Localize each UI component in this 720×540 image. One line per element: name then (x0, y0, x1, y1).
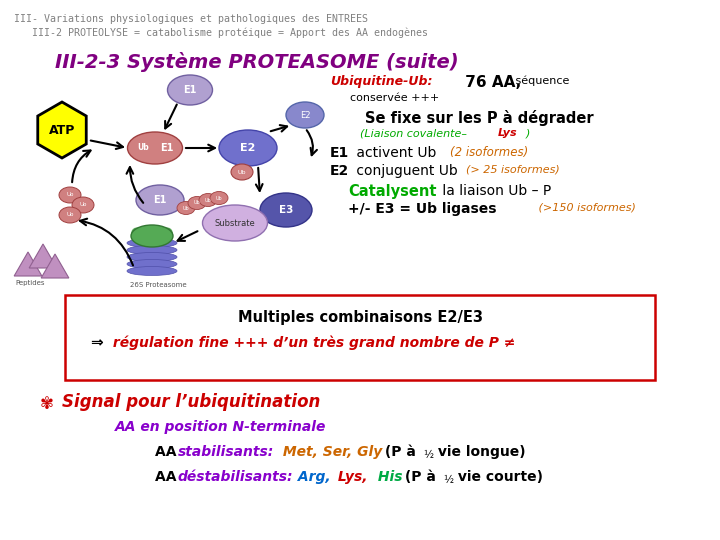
Ellipse shape (59, 187, 81, 203)
Text: (>150 isoformes): (>150 isoformes) (535, 202, 636, 212)
Ellipse shape (177, 201, 195, 214)
Text: conservée +++: conservée +++ (350, 93, 439, 103)
Text: Ub: Ub (238, 170, 246, 174)
Text: (> 25 isoformes): (> 25 isoformes) (466, 164, 559, 174)
Text: Signal pour l’ubiquitination: Signal pour l’ubiquitination (62, 393, 320, 411)
Text: +/- E3 = Ub ligases: +/- E3 = Ub ligases (348, 202, 497, 216)
Text: (Liaison covalente–: (Liaison covalente– (360, 128, 467, 138)
Text: activent Ub: activent Ub (352, 146, 441, 160)
Ellipse shape (286, 102, 324, 128)
Text: E1: E1 (330, 146, 349, 160)
Ellipse shape (202, 205, 268, 241)
Text: Peptides: Peptides (15, 280, 45, 286)
Text: Multiples combinaisons E2/E3: Multiples combinaisons E2/E3 (238, 310, 482, 325)
Text: Ub: Ub (137, 144, 149, 152)
Text: E2: E2 (240, 143, 256, 153)
Text: ): ) (526, 128, 531, 138)
Text: séquence: séquence (512, 75, 570, 85)
Ellipse shape (168, 75, 212, 105)
FancyBboxPatch shape (10, 70, 310, 285)
Ellipse shape (188, 197, 206, 210)
Ellipse shape (219, 130, 277, 166)
Text: Ub: Ub (216, 195, 222, 200)
Text: vie courte): vie courte) (453, 470, 543, 484)
Text: E1: E1 (161, 143, 174, 153)
Text: ATP: ATP (49, 124, 75, 137)
Text: vie longue): vie longue) (433, 445, 526, 459)
Text: Ub: Ub (204, 198, 211, 202)
Ellipse shape (127, 132, 182, 164)
Ellipse shape (199, 193, 217, 206)
Text: stabilisants:: stabilisants: (178, 445, 274, 459)
Text: Catalysent: Catalysent (348, 184, 436, 199)
Text: 26S Proteasome: 26S Proteasome (130, 282, 186, 288)
Ellipse shape (59, 207, 81, 223)
Text: ½: ½ (443, 475, 453, 485)
Text: III-2 PROTEOLYSE = catabolisme protéique = Apport des AA endogènes: III-2 PROTEOLYSE = catabolisme protéique… (14, 28, 428, 38)
Ellipse shape (127, 246, 177, 254)
Text: Ub: Ub (66, 192, 73, 198)
Text: déstabilisants:: déstabilisants: (178, 470, 294, 484)
Text: ✾: ✾ (40, 395, 54, 413)
Ellipse shape (231, 164, 253, 180)
Text: E2: E2 (300, 111, 310, 119)
Text: Ub: Ub (194, 200, 200, 206)
Text: (P à: (P à (400, 470, 441, 484)
Text: conjuguent Ub: conjuguent Ub (352, 164, 462, 178)
Text: (P à: (P à (380, 445, 420, 459)
Text: Met, Ser, Gly: Met, Ser, Gly (278, 445, 382, 459)
Ellipse shape (127, 267, 177, 275)
Text: Ub: Ub (183, 206, 189, 211)
Text: Ub: Ub (79, 202, 86, 207)
Text: E1: E1 (153, 195, 167, 205)
Ellipse shape (127, 260, 177, 268)
Text: Ub: Ub (66, 213, 73, 218)
Ellipse shape (127, 239, 177, 247)
Text: His: His (373, 470, 402, 484)
Ellipse shape (131, 225, 173, 247)
Text: ⇒: ⇒ (90, 335, 103, 350)
Ellipse shape (260, 193, 312, 227)
Ellipse shape (136, 185, 184, 215)
Text: 76 AA,: 76 AA, (460, 75, 521, 90)
Text: Se fixe sur les P à dégrader: Se fixe sur les P à dégrader (365, 110, 593, 126)
Text: Ubiquitine-Ub:: Ubiquitine-Ub: (330, 75, 433, 88)
Text: E2: E2 (330, 164, 349, 178)
Ellipse shape (127, 253, 177, 261)
Ellipse shape (210, 192, 228, 205)
Text: AA: AA (155, 445, 181, 459)
Text: E1: E1 (184, 85, 197, 95)
Text: régulation fine +++ d’un très grand nombre de P ≠: régulation fine +++ d’un très grand nomb… (108, 335, 516, 349)
FancyBboxPatch shape (65, 295, 655, 380)
Text: AA: AA (155, 470, 181, 484)
Text: la liaison Ub – P: la liaison Ub – P (438, 184, 552, 198)
Text: Substrate: Substrate (215, 219, 256, 227)
Text: III-2-3 Système PROTEASOME (suite): III-2-3 Système PROTEASOME (suite) (55, 52, 459, 72)
Text: Arg,: Arg, (293, 470, 330, 484)
Text: E3: E3 (279, 205, 293, 215)
Text: (2 isoformes): (2 isoformes) (450, 146, 528, 159)
Text: AA en position N-terminale: AA en position N-terminale (115, 420, 326, 434)
Text: Lys,: Lys, (333, 470, 367, 484)
Text: III- Variations physiologiques et pathologiques des ENTREES: III- Variations physiologiques et pathol… (14, 14, 368, 24)
Text: Lys: Lys (498, 128, 518, 138)
Ellipse shape (72, 197, 94, 213)
Text: ½: ½ (423, 450, 433, 460)
